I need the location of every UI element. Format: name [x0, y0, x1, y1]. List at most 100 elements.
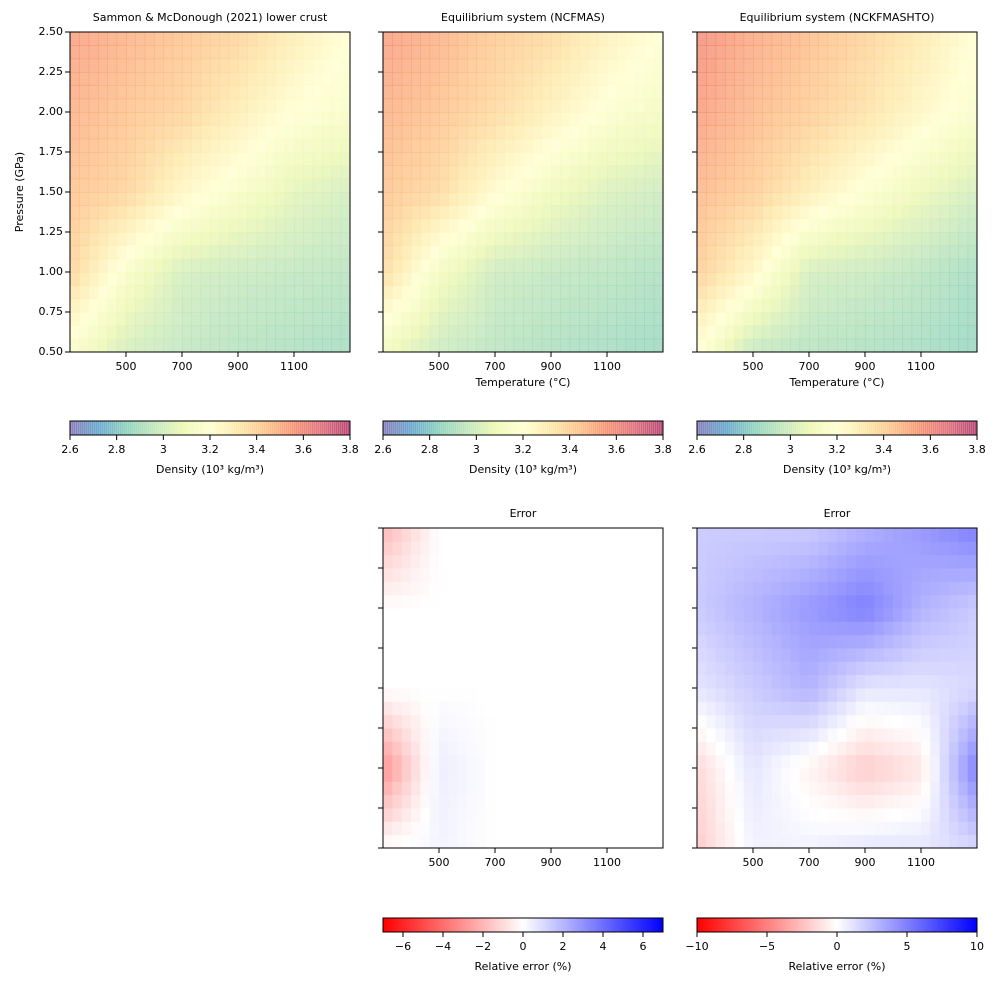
heat-cell: [116, 45, 127, 60]
heat-cell: [958, 541, 969, 556]
heat-cell: [837, 85, 847, 100]
heat-cell: [504, 85, 515, 100]
heat-cell: [781, 192, 791, 206]
heat-cell: [874, 165, 885, 180]
heat-cell: [439, 245, 449, 260]
heat-cell: [930, 272, 941, 286]
colorbar-step: [312, 421, 315, 435]
heat-cell: [697, 338, 707, 353]
heat-cell: [809, 98, 819, 113]
heat-cell: [725, 125, 735, 140]
heat-cell: [411, 781, 421, 796]
heat-cell: [275, 272, 286, 286]
colorbar-step: [473, 918, 476, 932]
heat-cell: [411, 568, 421, 582]
heat-cell: [182, 45, 192, 60]
heat-cell: [644, 98, 655, 113]
colorbar-step: [469, 421, 472, 435]
heat-cell: [485, 272, 496, 286]
heat-cell: [569, 714, 580, 729]
heat-cell: [893, 714, 903, 729]
heat-cell: [284, 85, 295, 100]
heat-cell: [383, 594, 393, 609]
heat-cell: [635, 298, 645, 313]
heat-cell: [743, 581, 754, 596]
heat-cell: [874, 152, 885, 166]
heat-cell: [827, 794, 838, 809]
heat-cell: [635, 72, 645, 86]
heat-cell: [644, 232, 655, 246]
heat-cell: [210, 298, 220, 313]
heatmap: [383, 528, 664, 849]
heat-cell: [902, 701, 913, 716]
heat-cell: [200, 125, 211, 140]
heat-cell: [485, 821, 496, 836]
heat-cell: [495, 528, 505, 542]
heat-cell: [818, 661, 829, 676]
heat-cell: [294, 58, 304, 73]
heat-cell: [228, 258, 239, 273]
heat-cell: [771, 325, 782, 340]
colorbar-step: [805, 421, 808, 435]
heat-cell: [532, 754, 543, 769]
heat-cell: [883, 72, 894, 86]
heat-cell: [485, 808, 496, 822]
colorbar-step: [216, 421, 219, 435]
heat-cell: [827, 568, 838, 582]
heat-cell: [467, 112, 477, 126]
heat-cell: [79, 178, 90, 193]
heat-cell: [607, 621, 617, 636]
heat-cell: [467, 741, 477, 756]
heat-cell: [697, 674, 707, 689]
colorbar-step: [699, 421, 702, 435]
heat-cell: [200, 58, 211, 73]
heat-cell: [616, 165, 627, 180]
heat-cell: [383, 58, 393, 73]
heat-cell: [457, 72, 468, 86]
heat-cell: [874, 285, 885, 300]
heat-cell: [116, 298, 127, 313]
colorbar-step: [469, 918, 472, 932]
heat-cell: [653, 661, 664, 676]
heat-cell: [921, 554, 931, 569]
heat-cell: [635, 674, 645, 689]
colorbar-step: [809, 918, 812, 932]
heat-cell: [532, 32, 543, 46]
heat-cell: [753, 218, 763, 233]
heat-cell: [790, 541, 801, 556]
heat-cell: [809, 608, 819, 622]
heat-cell: [429, 741, 440, 756]
heat-cell: [837, 32, 847, 46]
heat-cell: [154, 178, 164, 193]
heat-cell: [837, 834, 847, 849]
colorbar-tick-label: 3.4: [248, 443, 266, 456]
colorbar-step: [581, 918, 584, 932]
heat-cell: [635, 594, 645, 609]
heat-cell: [893, 608, 903, 622]
heat-cell: [420, 298, 431, 313]
heat-cell: [154, 32, 164, 46]
heat-cell: [588, 674, 599, 689]
heat-cell: [579, 554, 589, 569]
heat-cell: [949, 781, 959, 796]
heat-cell: [551, 218, 561, 233]
heat-cell: [837, 754, 847, 769]
colorbar-step: [651, 421, 654, 435]
heat-cell: [958, 741, 969, 756]
heat-cell: [439, 178, 449, 193]
heat-cell: [790, 608, 801, 622]
heat-cell: [116, 205, 127, 220]
colorbar-step: [437, 421, 440, 435]
heat-cell: [457, 312, 468, 326]
heat-cell: [523, 205, 533, 220]
heat-cell: [809, 581, 819, 596]
heat-cell: [883, 138, 894, 153]
heat-cell: [762, 688, 773, 702]
heat-cell: [457, 688, 468, 702]
heat-cell: [818, 594, 829, 609]
colorbar-step: [551, 421, 554, 435]
heat-cell: [154, 58, 164, 73]
heat-cell: [781, 634, 791, 649]
heat-cell: [818, 794, 829, 809]
heat-cell: [865, 232, 875, 246]
